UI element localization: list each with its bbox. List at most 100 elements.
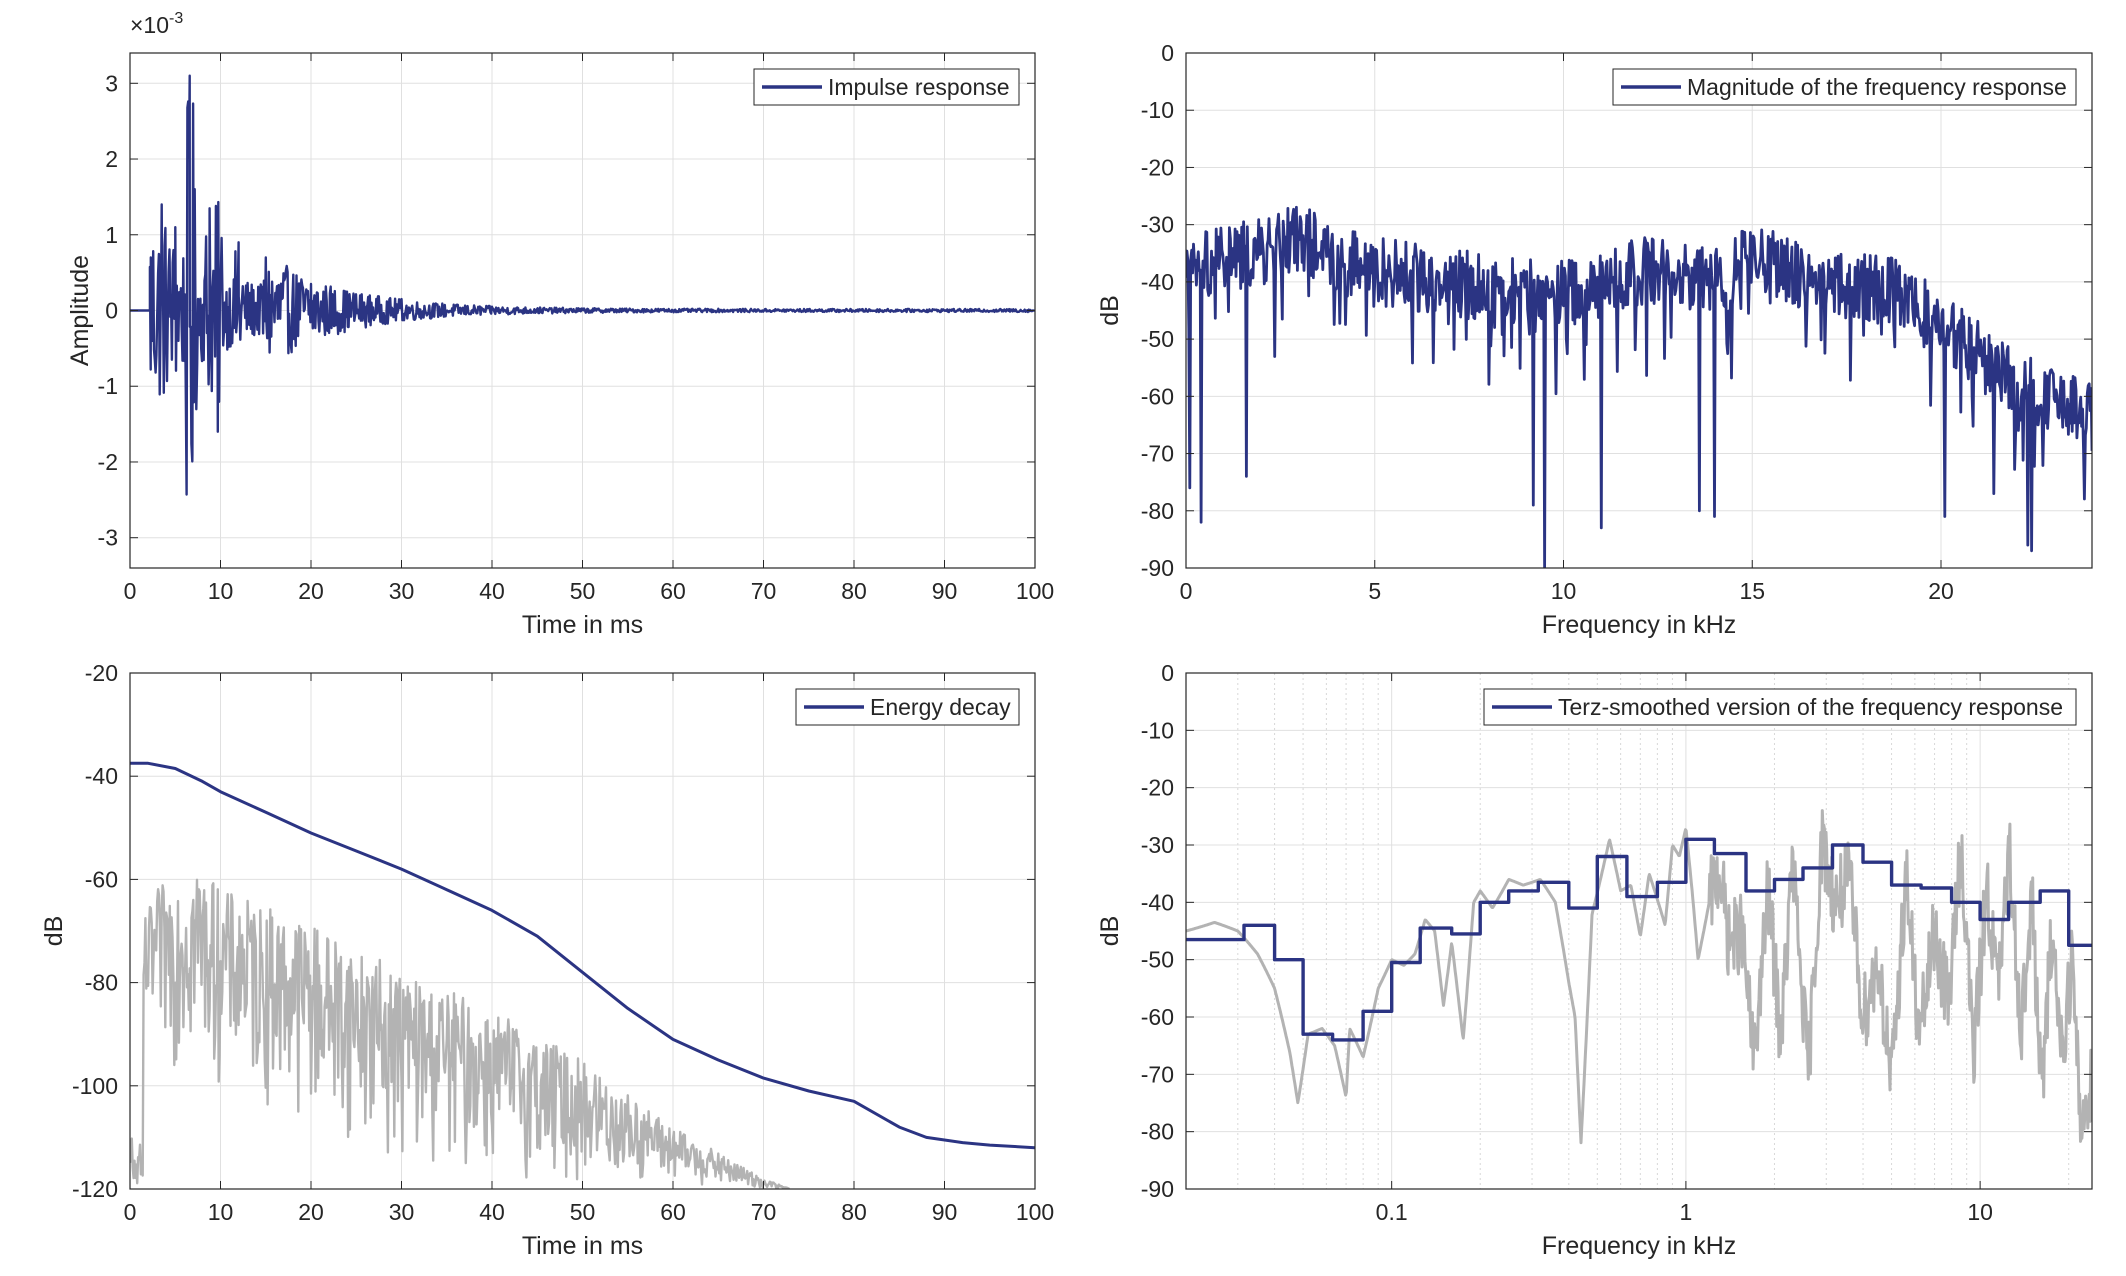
x-axis-label: Time in ms [522,611,643,639]
x-tick-label: 40 [479,1199,505,1225]
y-axis-label: dB [40,916,68,947]
y-tick-label: -100 [72,1073,118,1099]
x-tick-label: 10 [208,578,234,604]
y-tick-label: -2 [98,449,118,475]
y-tick-label: 1 [105,222,118,248]
x-tick-label: 10 [1967,1199,1993,1225]
plot-series [1186,809,2092,1145]
magnitude-line [1186,205,2092,568]
y-tick-label: -20 [1141,775,1174,801]
ticks: 0.1 1 10 0 -10 -20 -30 -40 -50 -60 -70 -80 -90 [1141,660,2092,1225]
y-tick-label: -90 [1141,555,1174,581]
x-axis-label: Frequency in kHz [1542,1232,1737,1260]
ticks: 0 5 10 15 20 0 -10 -20 -30 -40 -50 -60 -70 -80 -90 [1141,40,2092,604]
legend-label: Terz-smoothed version of the frequency r… [1558,694,2063,720]
energy-decay-line [130,761,1035,1150]
y-tick-label: -80 [1141,498,1174,524]
chart-impulse: 0 10 20 30 40 50 60 70 80 90 100 -3 -2 -1 0 1 2 3 ×10-3 Tim… [66,10,1054,639]
x-tick-label: 15 [1739,578,1765,604]
y-tick-label: -50 [1141,947,1174,973]
x-tick-label: 60 [660,1199,686,1225]
x-tick-label: 100 [1016,578,1054,604]
plot-series [1186,205,2092,568]
x-tick-label: 70 [751,578,777,604]
x-tick-label: 70 [751,1199,777,1225]
chart-terz: 0.1 1 10 0 -10 -20 -30 -40 -50 -60 -70 -80 -90 Freque… [1096,660,2093,1260]
y-tick-label: -20 [1141,154,1174,180]
x-axis-label: Frequency in kHz [1542,611,1737,639]
x-tick-label: 1 [1679,1199,1692,1225]
y-tick-label: -90 [1141,1176,1174,1202]
exponent-power: -3 [169,10,183,27]
y-tick-label: -40 [1141,889,1174,915]
y-tick-label: -80 [85,970,118,996]
exponent-label: ×10-3 [130,10,183,38]
x-tick-label: 80 [841,1199,867,1225]
x-axis-label: Time in ms [522,1232,643,1260]
axes-box [1185,672,2093,1190]
y-axis-label: Amplitude [66,255,94,366]
x-tick-label: 100 [1016,1199,1054,1225]
plot-series [130,761,1035,1189]
ticks: 0 10 20 30 40 50 60 70 80 90 100 -3 -2 -1 0 1 2 3 [98,53,1054,604]
y-tick-label: -60 [1141,1004,1174,1030]
x-tick-label: 0 [1180,578,1193,604]
axes-box [1185,52,2093,569]
y-tick-label: -1 [98,373,118,399]
plot-series [130,74,1035,496]
impulse-line [130,74,1035,496]
terz-smoothed-line [1186,837,2092,1042]
x-tick-label: 10 [1551,578,1577,604]
y-tick-label: -50 [1141,326,1174,352]
x-tick-label: 90 [932,1199,958,1225]
y-tick-label: 2 [105,146,118,172]
ticks: 0 10 20 30 40 50 60 70 80 90 100 -20 -40 -60 -80 -100 -1… [72,660,1054,1225]
legend-label: Impulse response [828,74,1010,100]
y-tick-label: 0 [1161,40,1174,66]
x-tick-label: 0 [124,1199,137,1225]
chart-magnitude: 0 5 10 15 20 0 -10 -20 -30 -40 -50 -60 -70 -80 -90 Freq… [1096,40,2093,639]
y-axis-label: dB [1096,295,1124,326]
x-tick-label: 60 [660,578,686,604]
grid [1186,672,2092,1190]
y-tick-label: -120 [72,1176,118,1202]
plot-area [1186,53,2092,568]
x-tick-label: 20 [298,1199,324,1225]
y-tick-label: -10 [1141,97,1174,123]
noise-line [130,878,790,1189]
x-tick-label: 50 [570,578,596,604]
y-tick-label: -30 [1141,212,1174,238]
x-tick-label: 20 [298,578,324,604]
legend: Magnitude of the frequency response [1612,68,2077,106]
y-tick-label: -40 [85,763,118,789]
x-tick-label: 90 [932,578,958,604]
y-tick-label: -60 [85,866,118,892]
y-tick-label: -80 [1141,1119,1174,1145]
x-tick-label: 40 [479,578,505,604]
legend-label: Magnitude of the frequency response [1687,74,2067,100]
x-tick-label: 80 [841,578,867,604]
y-tick-label: -70 [1141,1061,1174,1087]
x-tick-label: 30 [389,1199,415,1225]
legend: Terz-smoothed version of the frequency r… [1483,688,2077,726]
y-tick-label: 0 [105,298,118,324]
legend: Energy decay [795,688,1020,726]
x-tick-label: 30 [389,578,415,604]
y-tick-label: -40 [1141,269,1174,295]
x-tick-label: 20 [1928,578,1954,604]
chart-energy_decay: 0 10 20 30 40 50 60 70 80 90 100 -20 -40 -60 -80 -100 -1… [40,660,1054,1260]
legend: Impulse response [753,68,1020,106]
x-tick-label: 0 [124,578,137,604]
y-tick-label: -60 [1141,383,1174,409]
legend-box [1483,688,2077,726]
x-tick-label: 0.1 [1376,1199,1408,1225]
raw-response-line [1186,809,2092,1145]
y-tick-label: -20 [85,660,118,686]
y-tick-label: -3 [98,525,118,551]
x-tick-label: 50 [570,1199,596,1225]
y-tick-label: 3 [105,70,118,96]
legend-label: Energy decay [870,694,1011,720]
y-tick-label: 0 [1161,660,1174,686]
y-axis-label: dB [1096,916,1124,947]
